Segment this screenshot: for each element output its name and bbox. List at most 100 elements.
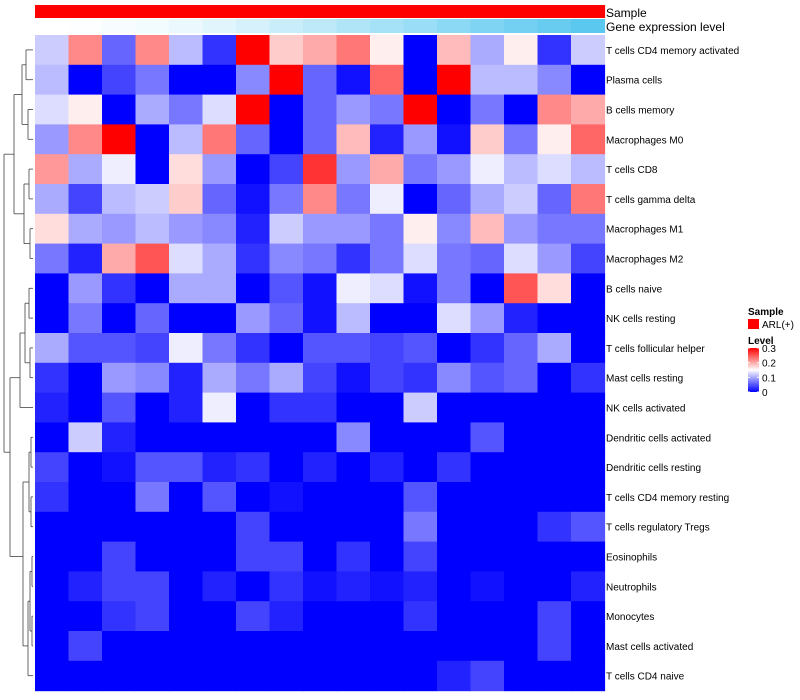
heatmap-cell: [102, 631, 137, 662]
sample-track-cell: [202, 5, 237, 18]
heatmap-cell: [35, 482, 70, 513]
heatmap-cell: [169, 392, 204, 423]
gene-expression-track-cell: [35, 19, 70, 33]
heatmap-cell: [571, 213, 606, 245]
heatmap-cell: [169, 333, 204, 364]
sample-track-cell: [102, 5, 137, 18]
row-label: Mast cells resting: [606, 374, 683, 385]
heatmap-cell: [504, 333, 539, 364]
heatmap-cell: [202, 482, 237, 513]
heatmap-cell: [169, 154, 204, 185]
row-label: Monocytes: [606, 612, 654, 623]
heatmap-cell: [303, 35, 338, 66]
heatmap-cell: [135, 511, 170, 543]
heatmap-cell: [68, 154, 103, 185]
heatmap-cell: [68, 511, 103, 543]
sample-track-cell: [135, 5, 170, 18]
heatmap-cell: [336, 243, 371, 274]
heatmap-cell: [403, 154, 438, 185]
heatmap-cell: [236, 422, 271, 453]
heatmap-cell: [269, 452, 304, 483]
heatmap-cell: [169, 571, 204, 602]
heatmap-cell: [504, 94, 539, 125]
row-label: T cells gamma delta: [606, 195, 696, 206]
heatmap-cell: [504, 243, 539, 274]
row-label: Dendritic cells resting: [606, 463, 701, 474]
heatmap-cell: [470, 631, 505, 662]
heatmap-cell: [303, 94, 338, 125]
heatmap-cell: [336, 124, 371, 155]
heatmap-cell: [102, 601, 137, 632]
heatmap-cell: [68, 94, 103, 125]
heatmap-cell: [403, 35, 438, 66]
row-label: T cells follicular helper: [606, 344, 705, 355]
gene-expression-track-cell: [571, 19, 606, 33]
heatmap-cell: [437, 35, 472, 66]
heatmap-cell: [135, 601, 170, 632]
heatmap-cell: [470, 184, 505, 215]
heatmap-cell: [269, 243, 304, 274]
heatmap-cell: [470, 35, 505, 66]
heatmap-cell: [571, 660, 606, 692]
heatmap-cell: [135, 452, 170, 483]
heatmap-cell: [202, 124, 237, 155]
heatmap-cell: [437, 660, 472, 692]
gene-expression-track-cell: [269, 19, 304, 33]
heatmap-cell: [403, 452, 438, 483]
row-label: T cells CD8: [606, 165, 658, 176]
heatmap-cell: [571, 511, 606, 543]
heatmap-cell: [303, 660, 338, 692]
heatmap-cell: [68, 64, 103, 96]
heatmap-cell: [169, 482, 204, 513]
heatmap-cell: [35, 362, 70, 394]
heatmap-cell: [269, 273, 304, 304]
heatmap-cell: [370, 273, 405, 304]
heatmap-cell: [370, 64, 405, 96]
heatmap-cell: [437, 273, 472, 304]
heatmap-cell: [403, 631, 438, 662]
heatmap-cell: [102, 422, 137, 453]
heatmap-cell: [571, 243, 606, 274]
heatmap-cell: [571, 94, 606, 125]
heatmap-cell: [537, 601, 572, 632]
heatmap-cell: [370, 94, 405, 125]
heatmap-cell: [537, 213, 572, 245]
heatmap-cell: [370, 422, 405, 453]
heatmap-cell: [135, 64, 170, 96]
heatmap-cell: [236, 243, 271, 274]
legend-level-title: Level: [748, 336, 774, 347]
heatmap-cell: [269, 94, 304, 125]
heatmap-cell: [202, 511, 237, 543]
heatmap-cell: [303, 422, 338, 453]
heatmap-cell: [571, 35, 606, 66]
heatmap-cell: [236, 124, 271, 155]
heatmap-cell: [571, 124, 606, 155]
heatmap-cell: [35, 333, 70, 364]
heatmap-cell: [269, 392, 304, 423]
heatmap-cell: [370, 303, 405, 334]
heatmap-cell: [135, 124, 170, 155]
heatmap-cell: [135, 392, 170, 423]
heatmap-cell: [504, 452, 539, 483]
row-label: Mast cells activated: [606, 642, 693, 653]
heatmap-cell: [571, 482, 606, 513]
heatmap-cell: [303, 482, 338, 513]
heatmap-cell: [169, 362, 204, 394]
heatmap-cell: [135, 184, 170, 215]
heatmap-cell: [537, 422, 572, 453]
heatmap-cell: [102, 184, 137, 215]
heatmap-cell: [236, 154, 271, 185]
heatmap-cell: [236, 362, 271, 394]
gene-expression-track-cell: [470, 19, 505, 33]
heatmap-cell: [236, 213, 271, 245]
heatmap-cell: [470, 571, 505, 602]
heatmap-cell: [504, 511, 539, 543]
heatmap-cell: [202, 452, 237, 483]
heatmap-cell: [202, 35, 237, 66]
legend-sample-title: Sample: [748, 307, 784, 318]
gene-expression-track-cell: [202, 19, 237, 33]
heatmap-cell: [169, 511, 204, 543]
heatmap-cell: [437, 631, 472, 662]
heatmap-cell: [370, 511, 405, 543]
heatmap-cell: [504, 213, 539, 245]
